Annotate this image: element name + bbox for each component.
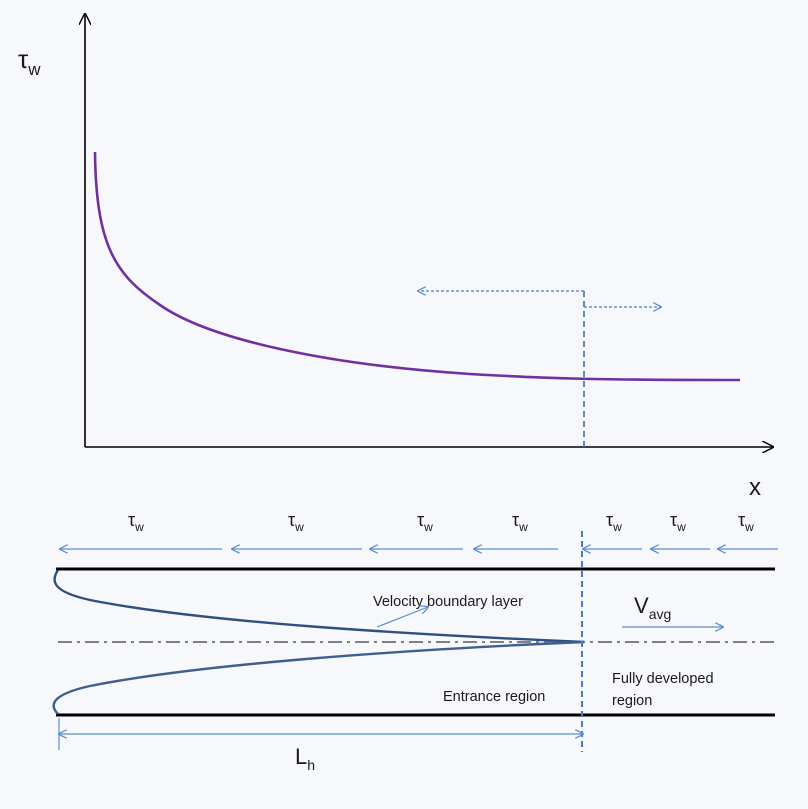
shear-label: τw [606, 510, 622, 534]
shear-label: τw [670, 510, 686, 534]
shear-label: τw [417, 510, 433, 534]
boundary-layer-lower [52, 640, 585, 715]
wall-shear-curve [93, 151, 741, 382]
y-axis-label: τw [18, 44, 41, 79]
vavg-label: Vavg [634, 593, 671, 622]
shear-label: τw [738, 510, 754, 534]
shear-label: τw [128, 510, 144, 534]
shear-label: τw [512, 510, 528, 534]
entrance-region-label: Entrance region [443, 689, 545, 705]
lh-label: Lh [295, 744, 315, 773]
shear-label: τw [288, 510, 304, 534]
boundary-layer-pointer [376, 607, 428, 628]
fully-developed-label: Fully developed region [612, 671, 718, 709]
velocity-boundary-layer-label: Velocity boundary layer [373, 594, 523, 610]
shear-labels: τw τw τw τw τw τw τw [128, 510, 754, 534]
x-axis-label: x [749, 474, 761, 501]
boundary-layer-upper [53, 569, 585, 644]
